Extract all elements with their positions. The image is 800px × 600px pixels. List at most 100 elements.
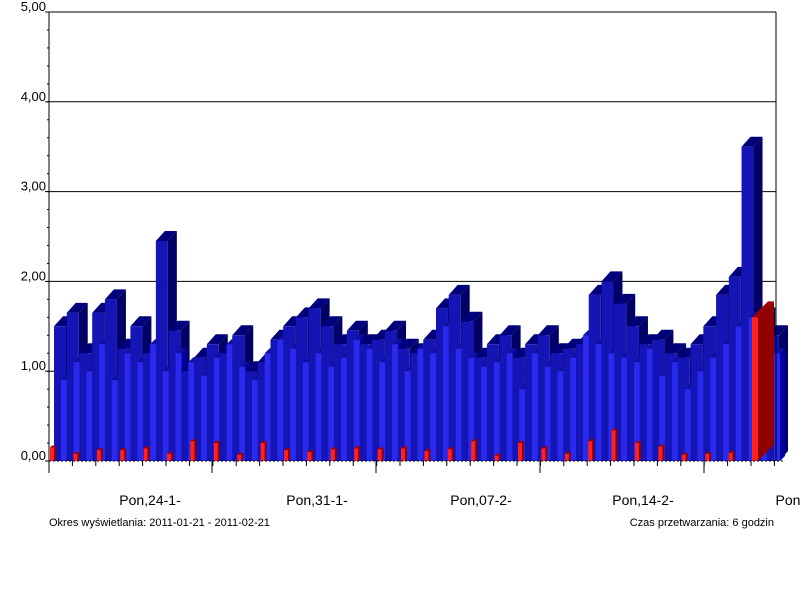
blue-bar-front	[532, 353, 539, 461]
red-bar	[752, 317, 758, 461]
blue-bar-front-top	[506, 348, 518, 354]
red-bar-top	[307, 450, 314, 453]
red-bar-top	[50, 445, 56, 448]
y-tick-label: 0,00	[21, 448, 46, 463]
red-bar-side	[545, 446, 548, 461]
blue-bar-front	[468, 357, 475, 461]
blue-bar-front	[570, 357, 577, 461]
blue-bar-front	[442, 326, 449, 461]
red-bar	[50, 447, 54, 461]
blue-bar-back-top	[665, 343, 687, 354]
red-bar-top	[354, 446, 361, 449]
red-bar	[190, 441, 195, 461]
blue-bar-front-side	[780, 348, 785, 461]
red-bar-side	[592, 439, 595, 461]
axes	[45, 11, 784, 473]
red-bar	[588, 441, 593, 461]
red-bar-side	[54, 445, 56, 461]
blue-bar-front	[86, 371, 93, 461]
blue-bar-back-top	[461, 311, 483, 322]
blue-bar-back-top	[321, 316, 343, 327]
blue-bar-front	[392, 344, 399, 461]
blue-bar-front	[506, 353, 513, 461]
blue-bar-back-top	[66, 302, 88, 313]
blue-bar-front	[608, 353, 615, 461]
x-tick-label: Pon,31-1-	[286, 492, 348, 508]
red-bar-side	[732, 450, 735, 461]
blue-bar-back-top	[448, 284, 470, 295]
blue-bar-front	[672, 362, 679, 461]
blue-bar-front	[61, 380, 67, 461]
bar-series	[50, 136, 788, 461]
red-bar-side	[758, 301, 774, 461]
red-bar-side	[615, 428, 618, 461]
red-bar	[728, 452, 733, 461]
red-bar-side	[358, 446, 361, 461]
blue-bar-front	[595, 344, 602, 461]
blue-bar-front	[519, 389, 526, 461]
blue-bar-back-top	[741, 136, 763, 147]
red-bar-side	[709, 451, 712, 461]
y-tick-label: 5,00	[21, 0, 46, 14]
red-bar-side	[475, 439, 478, 461]
blue-bar-front	[99, 344, 106, 461]
red-bar	[635, 443, 639, 461]
blue-bar-front	[481, 366, 488, 461]
red-bar-top	[284, 448, 290, 451]
red-bar-top	[190, 439, 197, 442]
red-bar-top	[635, 441, 641, 444]
blue-bar-back-top	[232, 325, 254, 336]
red-bar-side	[428, 449, 431, 461]
red-bar	[401, 448, 405, 461]
red-bar-side	[498, 453, 501, 461]
red-bar	[213, 443, 218, 461]
red-bar	[681, 454, 686, 461]
red-bar-top	[260, 441, 267, 444]
x-axis-ticks: Pon,24-1- Pon,31-1- Pon,07-2- Pon,14-2- Pon	[119, 492, 800, 508]
blue-bar-front	[315, 353, 322, 461]
x-tick-label: Pon,14-2-	[612, 492, 674, 508]
red-bar-side	[288, 448, 290, 461]
blue-bar-front	[328, 366, 335, 461]
red-bar-side	[171, 451, 173, 461]
blue-bar-back-top	[601, 271, 623, 282]
blue-bar-back-top	[614, 293, 636, 304]
red-bar-top	[728, 450, 735, 453]
red-bar	[284, 450, 288, 461]
red-bar	[73, 453, 78, 461]
blue-bar-front	[213, 357, 220, 461]
blue-bar-front-top	[774, 348, 785, 354]
red-bar-side	[405, 446, 407, 461]
blue-bar-front	[710, 357, 717, 461]
red-bar-side	[685, 452, 688, 461]
blue-bar-front	[353, 339, 360, 461]
red-bar	[447, 449, 452, 461]
blue-bar-back-top	[499, 325, 521, 336]
red-bar-top	[705, 451, 712, 454]
red-bar-top	[330, 447, 337, 450]
blue-bar-back-top	[537, 325, 559, 336]
red-bar-top	[377, 447, 384, 450]
blue-bar-front	[621, 357, 628, 461]
red-bar-side	[334, 447, 337, 461]
blue-bar-front	[557, 371, 564, 461]
red-bar-side	[568, 451, 571, 461]
red-bar-top	[167, 451, 173, 454]
red-bar-top	[564, 451, 571, 454]
y-tick-label: 4,00	[21, 89, 46, 104]
blue-bar-front	[226, 344, 233, 461]
red-bar-top	[658, 444, 665, 447]
red-bar	[541, 448, 546, 461]
red-bar-side	[77, 451, 80, 461]
blue-bar-front	[201, 375, 208, 461]
red-bar-side	[311, 450, 314, 461]
x-tick-label: Pon,24-1-	[119, 492, 181, 508]
blue-bar-back-top	[155, 230, 177, 241]
red-bar-side	[639, 441, 641, 461]
red-bar-top	[120, 448, 127, 451]
blue-bar-front	[341, 357, 348, 461]
red-bar	[167, 453, 171, 461]
blue-bar-back	[117, 348, 130, 461]
red-bar	[471, 441, 476, 461]
blue-bar-front-top	[468, 352, 480, 358]
